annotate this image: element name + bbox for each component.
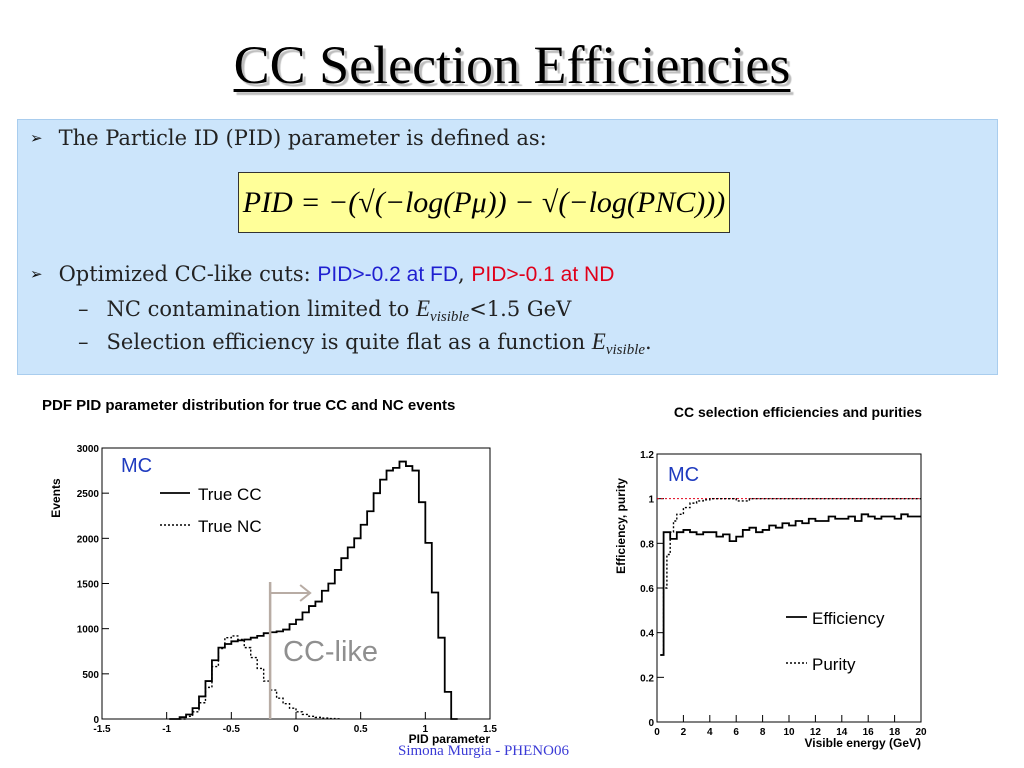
sub1-prefix: NC contamination limited to <box>106 297 416 321</box>
x-tick-label: 2 <box>681 727 687 738</box>
bullet-arrow-icon: ➢ <box>30 129 43 147</box>
y-tick-label: 0.2 <box>640 673 654 684</box>
nd-cut: PID>-0.1 at ND <box>471 263 615 286</box>
x-tick-label: 4 <box>707 727 713 738</box>
bullet-arrow-icon: ➢ <box>30 265 43 283</box>
y-tick-label: 1.2 <box>640 450 654 461</box>
y-tick-label: 3000 <box>77 444 100 455</box>
x-tick-label: 18 <box>889 727 901 738</box>
chart-title: PDF PID parameter distribution for true … <box>42 397 455 414</box>
y-tick-label: 2500 <box>77 489 100 500</box>
y-tick-label: 1 <box>648 495 654 506</box>
cuts-separator: , <box>458 262 472 286</box>
x-tick-label: 0 <box>654 727 660 738</box>
x-tick-label: 16 <box>863 727 875 738</box>
dash-marker: – <box>78 297 89 321</box>
x-tick-label: 0 <box>293 724 299 735</box>
y-tick-label: 0 <box>93 715 99 726</box>
pid-distribution-chart: PDF PID parameter distribution for true … <box>42 397 497 746</box>
x-tick-label: -0.5 <box>223 724 241 735</box>
sub2-prefix: Selection efficiency is quite flat as a … <box>106 330 592 354</box>
x-tick-label: 8 <box>760 727 766 738</box>
bullet-optimized-cuts: ➢ Optimized CC-like cuts: PID>-0.2 at FD,… <box>30 262 614 287</box>
y-axis-label: Efficiency, purity <box>614 478 628 574</box>
plot-frame <box>656 453 922 723</box>
mc-annotation: MC <box>121 455 152 477</box>
sub1-variable: E <box>415 296 431 321</box>
x-axis-label: Visible energy (GeV) <box>805 736 922 750</box>
efficiency-purity-chart: CC selection efficiencies and purities 0… <box>614 404 927 750</box>
subbullet-selection-efficiency: – Selection efficiency is quite flat as a… <box>78 329 652 358</box>
cuts-prefix: Optimized CC-like cuts: <box>58 262 318 286</box>
y-tick-label: 1500 <box>77 580 100 591</box>
series-true-nc <box>179 635 342 720</box>
y-axis-label: Events <box>49 478 63 518</box>
x-tick-label: 10 <box>783 727 795 738</box>
y-tick-label: 1000 <box>77 625 100 636</box>
bullet-text: The Particle ID (PID) parameter is defin… <box>58 126 547 150</box>
legend-label-cc: True CC <box>198 485 262 504</box>
sub1-subscript: visible <box>430 309 470 325</box>
legend-label-efficiency: Efficiency <box>812 609 885 628</box>
x-tick-label: 20 <box>915 727 927 738</box>
y-tick-label: 500 <box>82 670 99 681</box>
cut-arrow-head <box>299 584 312 602</box>
y-tick-label: 0.6 <box>640 584 654 595</box>
sub2-variable: E <box>591 329 606 354</box>
x-tick-label: 14 <box>836 727 848 738</box>
x-tick-label: 6 <box>733 727 739 738</box>
y-tick-label: 0.8 <box>640 539 654 550</box>
x-tick-label: 12 <box>810 727 822 738</box>
sub1-suffix: <1.5 GeV <box>469 297 572 321</box>
footer-author: Simona Murgia - PHENO06 <box>398 743 569 759</box>
pid-formula: PID = −(√(−log(Pμ)) − √(−log(PNC))) <box>238 172 730 233</box>
chart-title: CC selection efficiencies and purities <box>674 404 922 420</box>
y-tick-label: 0.4 <box>640 629 654 640</box>
content-panel <box>17 119 998 375</box>
dash-marker: – <box>78 330 89 354</box>
series-efficiency <box>660 513 921 656</box>
series-true-cc <box>169 460 458 720</box>
x-tick-label: -1.5 <box>93 724 111 735</box>
subbullet-nc-contamination: – NC contamination limited to Evisible<1.… <box>78 296 572 325</box>
x-tick-label: 1 <box>423 724 429 735</box>
x-tick-label: -1 <box>162 724 171 735</box>
mc-annotation: MC <box>668 464 699 486</box>
series-purity <box>660 497 921 656</box>
legend-label-purity: Purity <box>812 655 856 674</box>
x-tick-label: 1.5 <box>483 724 497 735</box>
x-tick-label: 0.5 <box>354 724 368 735</box>
y-tick-label: 2000 <box>77 534 100 545</box>
legend-label-nc: True NC <box>198 517 262 536</box>
bullet-pid-definition: ➢ The Particle ID (PID) parameter is defi… <box>30 126 547 150</box>
cc-like-annotation: CC-like <box>283 636 378 668</box>
fd-cut: PID>-0.2 at FD <box>317 263 459 286</box>
y-tick-label: 0 <box>648 718 654 729</box>
slide-title: CC Selection Efficiencies <box>233 35 791 95</box>
sub2-subscript: visible <box>605 342 646 358</box>
sub2-suffix: . <box>645 330 652 354</box>
x-axis-label: PID parameter <box>409 732 491 746</box>
cc-like-cut-marker <box>268 582 312 719</box>
